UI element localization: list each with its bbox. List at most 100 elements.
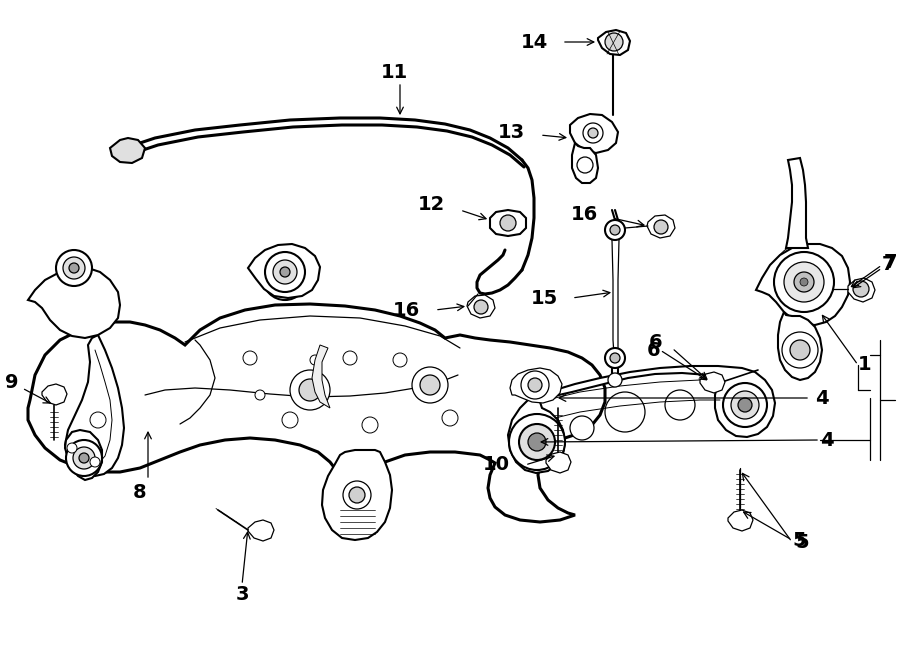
Circle shape (343, 351, 357, 365)
Circle shape (570, 416, 594, 440)
Polygon shape (110, 138, 145, 163)
Circle shape (273, 260, 297, 284)
Circle shape (500, 215, 516, 231)
Circle shape (279, 272, 291, 284)
Circle shape (63, 257, 85, 279)
Circle shape (474, 300, 488, 314)
Circle shape (299, 379, 321, 401)
Text: 2: 2 (898, 391, 900, 410)
Polygon shape (510, 368, 562, 403)
Circle shape (521, 371, 549, 399)
Circle shape (794, 272, 814, 292)
Circle shape (774, 252, 834, 312)
Circle shape (271, 264, 299, 292)
Polygon shape (28, 304, 605, 522)
Circle shape (608, 373, 622, 387)
Text: 8: 8 (133, 483, 147, 502)
Circle shape (255, 390, 265, 400)
Polygon shape (756, 244, 850, 325)
Polygon shape (28, 268, 120, 338)
Polygon shape (848, 278, 875, 302)
Circle shape (738, 398, 752, 412)
Polygon shape (42, 384, 67, 405)
Polygon shape (248, 520, 274, 541)
Circle shape (528, 378, 542, 392)
Circle shape (420, 375, 440, 395)
Text: 5: 5 (792, 531, 806, 549)
Circle shape (723, 383, 767, 427)
Polygon shape (778, 312, 822, 380)
Circle shape (610, 225, 620, 235)
Circle shape (79, 453, 89, 463)
Circle shape (349, 487, 365, 503)
Polygon shape (65, 335, 124, 476)
Circle shape (69, 263, 79, 273)
Text: 13: 13 (498, 122, 525, 141)
Circle shape (790, 340, 810, 360)
Circle shape (56, 250, 92, 286)
Polygon shape (490, 210, 526, 236)
Circle shape (784, 262, 824, 302)
Circle shape (782, 332, 818, 368)
Polygon shape (700, 372, 725, 393)
Circle shape (605, 33, 623, 51)
Circle shape (412, 367, 448, 403)
Polygon shape (467, 295, 495, 318)
Circle shape (393, 353, 407, 367)
Text: 4: 4 (815, 389, 829, 407)
Circle shape (66, 440, 102, 476)
Circle shape (665, 390, 695, 420)
Circle shape (853, 281, 869, 297)
Text: 9: 9 (4, 373, 18, 391)
Circle shape (509, 414, 565, 470)
Text: 15: 15 (531, 288, 558, 307)
Circle shape (654, 220, 668, 234)
Circle shape (90, 412, 106, 428)
Text: 5: 5 (795, 533, 808, 551)
Circle shape (731, 391, 759, 419)
Circle shape (605, 220, 625, 240)
Polygon shape (508, 366, 775, 473)
Circle shape (282, 412, 298, 428)
Polygon shape (728, 510, 753, 531)
Polygon shape (65, 430, 102, 480)
Circle shape (442, 410, 458, 426)
Circle shape (90, 457, 100, 467)
Polygon shape (786, 158, 808, 248)
Circle shape (800, 278, 808, 286)
Circle shape (610, 353, 620, 363)
Polygon shape (598, 30, 630, 55)
Polygon shape (610, 230, 620, 355)
Circle shape (280, 267, 290, 277)
Circle shape (265, 252, 305, 292)
Circle shape (583, 123, 603, 143)
Circle shape (362, 417, 378, 433)
Text: 4: 4 (820, 430, 833, 449)
Text: 16: 16 (571, 206, 598, 225)
Text: 3: 3 (235, 585, 248, 604)
Text: 11: 11 (381, 63, 408, 81)
Circle shape (605, 392, 645, 432)
Text: 12: 12 (418, 196, 445, 215)
Text: 16: 16 (392, 301, 420, 319)
Text: 7: 7 (882, 256, 896, 274)
Polygon shape (647, 215, 675, 238)
Polygon shape (248, 244, 320, 298)
Text: 10: 10 (483, 455, 510, 475)
Circle shape (588, 128, 598, 138)
Circle shape (243, 351, 257, 365)
Polygon shape (570, 114, 618, 153)
Text: 6: 6 (646, 340, 660, 360)
Text: 1: 1 (858, 356, 871, 375)
Circle shape (263, 256, 307, 300)
Polygon shape (572, 143, 598, 183)
Circle shape (67, 443, 77, 453)
Circle shape (343, 481, 371, 509)
Text: 6: 6 (649, 332, 662, 352)
Polygon shape (312, 345, 330, 408)
Circle shape (310, 355, 320, 365)
Circle shape (73, 447, 95, 469)
Text: 14: 14 (521, 32, 548, 52)
Circle shape (290, 370, 330, 410)
Polygon shape (546, 452, 571, 473)
